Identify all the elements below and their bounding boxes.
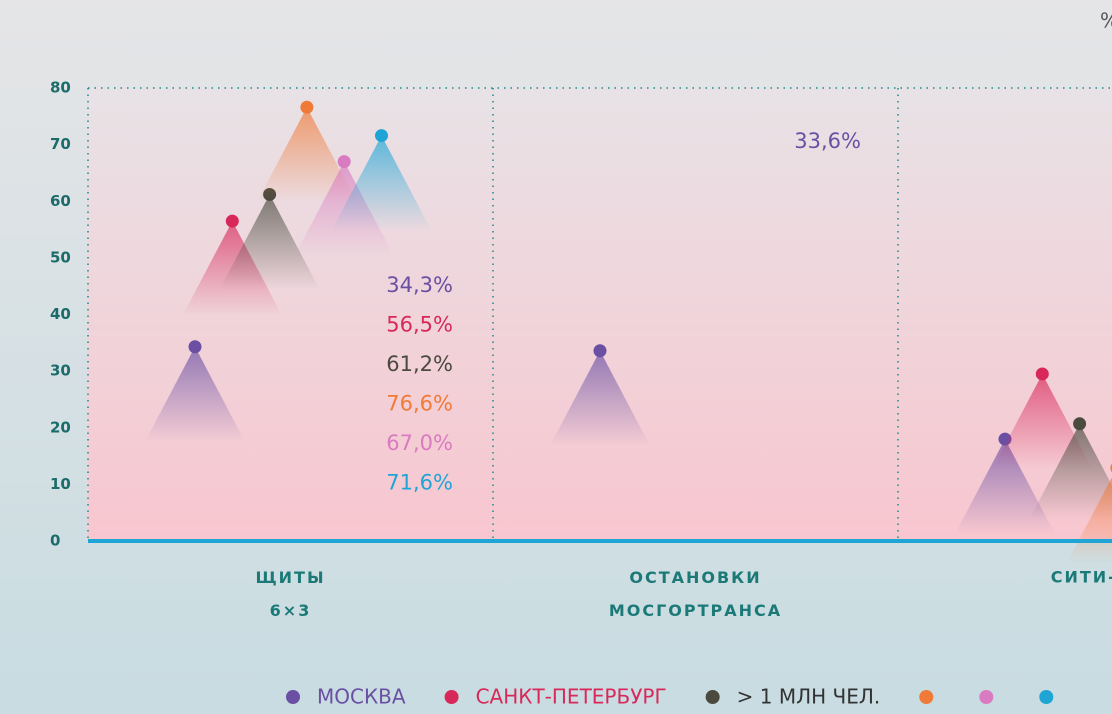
cone	[331, 135, 432, 231]
dot	[1035, 367, 1049, 381]
y-tick-label: 60	[50, 192, 71, 210]
cone	[256, 107, 357, 203]
value-label: 71,6%	[386, 471, 453, 495]
x-tick-label: ОСТАНОВКИ МОСГОРТРАНСА	[609, 568, 782, 620]
value-label: 33,6%	[794, 129, 861, 153]
dot	[375, 129, 388, 143]
cone	[955, 439, 1055, 535]
cone	[145, 346, 245, 442]
legend-dot	[919, 690, 934, 704]
dot	[300, 100, 314, 114]
legend-dot	[444, 690, 459, 704]
cone	[992, 373, 1093, 469]
legend-dot	[286, 690, 300, 704]
dot	[188, 340, 202, 354]
value-label: 61,2%	[386, 352, 453, 376]
legend-dot	[1039, 690, 1054, 704]
y-tick-label: 0	[50, 532, 60, 550]
value-label: 56,5%	[386, 313, 453, 337]
y-tick-label: 80	[50, 79, 71, 97]
cone	[1029, 423, 1112, 519]
y-unit: %	[1100, 9, 1112, 33]
y-tick-label: 20	[50, 418, 71, 436]
cone	[219, 194, 320, 290]
y-tick-label: 10	[50, 475, 71, 493]
y-tick-label: 40	[50, 305, 71, 323]
legend-dot	[705, 690, 720, 704]
dot	[1073, 417, 1087, 431]
value-label: 76,6%	[386, 392, 453, 416]
y-tick-label: 70	[50, 135, 71, 153]
y-tick-label: 50	[50, 248, 71, 266]
legend-dot	[979, 690, 994, 704]
x-tick-label: ЩИТЫ 6×3	[255, 568, 325, 620]
cone	[550, 350, 650, 446]
dot	[337, 155, 351, 169]
value-label: 34,3%	[386, 273, 453, 297]
legend-label: МОСКВА	[317, 685, 406, 709]
dot	[225, 214, 239, 228]
dot	[593, 344, 607, 358]
y-tick-label: 30	[50, 362, 71, 380]
legend-label: > 1 МЛН ЧЕЛ.	[737, 685, 881, 709]
legend-label: САНКТ-ПЕТЕРБУРГ	[476, 685, 667, 709]
x-tick-label: СИТИ-ФО	[1051, 568, 1112, 587]
value-label: 67,0%	[386, 431, 453, 455]
